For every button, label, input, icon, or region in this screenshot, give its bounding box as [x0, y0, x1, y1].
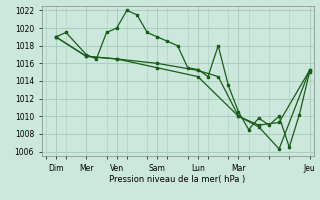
- X-axis label: Pression niveau de la mer( hPa ): Pression niveau de la mer( hPa ): [109, 175, 246, 184]
